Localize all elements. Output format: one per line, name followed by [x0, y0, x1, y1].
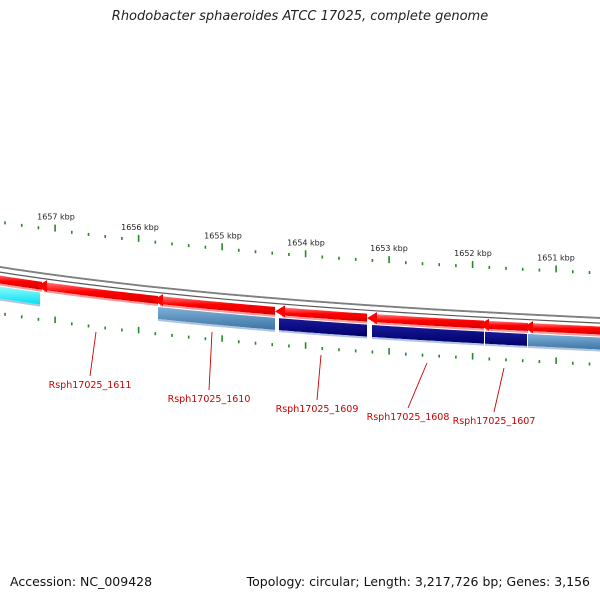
kbp-label: 1657 kbp: [37, 213, 75, 222]
forward-gene-shadow: [374, 322, 484, 331]
gene-leader-line: [316, 354, 322, 401]
forward-gene-shadow: [486, 328, 528, 333]
reverse-gene-2: [158, 306, 275, 330]
forward-gene-1: [0, 275, 42, 290]
kbp-label: 1652 kbp: [454, 249, 492, 258]
reverse-gene-shadow: [158, 318, 275, 332]
outer-tick-ring: [4, 221, 591, 275]
reverse-gene-5: [485, 331, 527, 346]
forward-arrowhead: [523, 321, 533, 334]
forward-gene-shadow: [160, 304, 275, 317]
map-title: Rhodobacter sphaeroides ATCC 17025, comp…: [111, 9, 489, 24]
kbp-labels: 1657 kbp 1656 kbp 1655 kbp 1654 kbp 1653 kbp…: [37, 213, 575, 263]
accession-text: Accession: NC_009428: [10, 574, 153, 589]
backbone-core: [0, 268, 600, 323]
forward-gene-shadow: [282, 315, 367, 324]
forward-arrowhead: [37, 280, 47, 293]
gene-track: [0, 275, 600, 352]
gene-label: Rsph17025_1610: [168, 394, 251, 405]
genome-stats-text: Topology: circular; Length: 3,217,726 bp…: [246, 574, 590, 589]
gene-leader-line: [89, 331, 97, 377]
reverse-gene-shadow: [372, 336, 484, 346]
forward-arrowhead: [367, 312, 377, 325]
forward-gene-6: [486, 320, 528, 331]
gene-leader-line: [493, 367, 505, 413]
reverse-gene-shadow: [528, 345, 600, 352]
forward-gene-4: [282, 307, 367, 322]
kbp-label: 1655 kbp: [204, 231, 242, 240]
forward-gene-shadow: [530, 331, 600, 337]
reverse-gene-1: [0, 286, 40, 305]
gene-label: Rsph17025_1608: [367, 412, 450, 423]
kbp-label: 1653 kbp: [370, 244, 408, 253]
forward-arrowhead: [153, 294, 163, 307]
backbone-ring: [0, 266, 600, 324]
gene-label: Rsph17025_1609: [276, 404, 359, 415]
forward-gene-2: [44, 282, 158, 304]
gene-label: Rsph17025_1611: [49, 380, 132, 391]
reverse-gene-4: [372, 324, 484, 344]
reverse-gene-shadow: [485, 343, 527, 348]
inner-tick-ring: [4, 312, 591, 366]
gene-label: Rsph17025_1607: [453, 416, 536, 427]
gene-leader-line: [407, 362, 428, 409]
forward-gene-shadow: [0, 283, 42, 292]
forward-gene-5: [374, 314, 484, 329]
forward-arrowhead: [275, 305, 285, 318]
forward-arrowhead: [479, 318, 489, 331]
kbp-label: 1651 kbp: [537, 253, 575, 262]
gene-labels: Rsph17025_1611 Rsph17025_1610 Rsph17025_16…: [49, 331, 536, 427]
reverse-gene-shadow: [0, 298, 40, 307]
forward-gene-7: [530, 323, 600, 335]
reverse-gene-shadow: [279, 330, 367, 339]
forward-gene-shadow: [44, 290, 158, 306]
kbp-label: 1654 kbp: [287, 238, 325, 247]
reverse-gene-3: [279, 318, 367, 337]
reverse-gene-6: [528, 333, 600, 350]
forward-gene-3: [160, 296, 275, 315]
kbp-label: 1656 kbp: [121, 223, 159, 232]
gene-leader-line: [208, 331, 213, 391]
